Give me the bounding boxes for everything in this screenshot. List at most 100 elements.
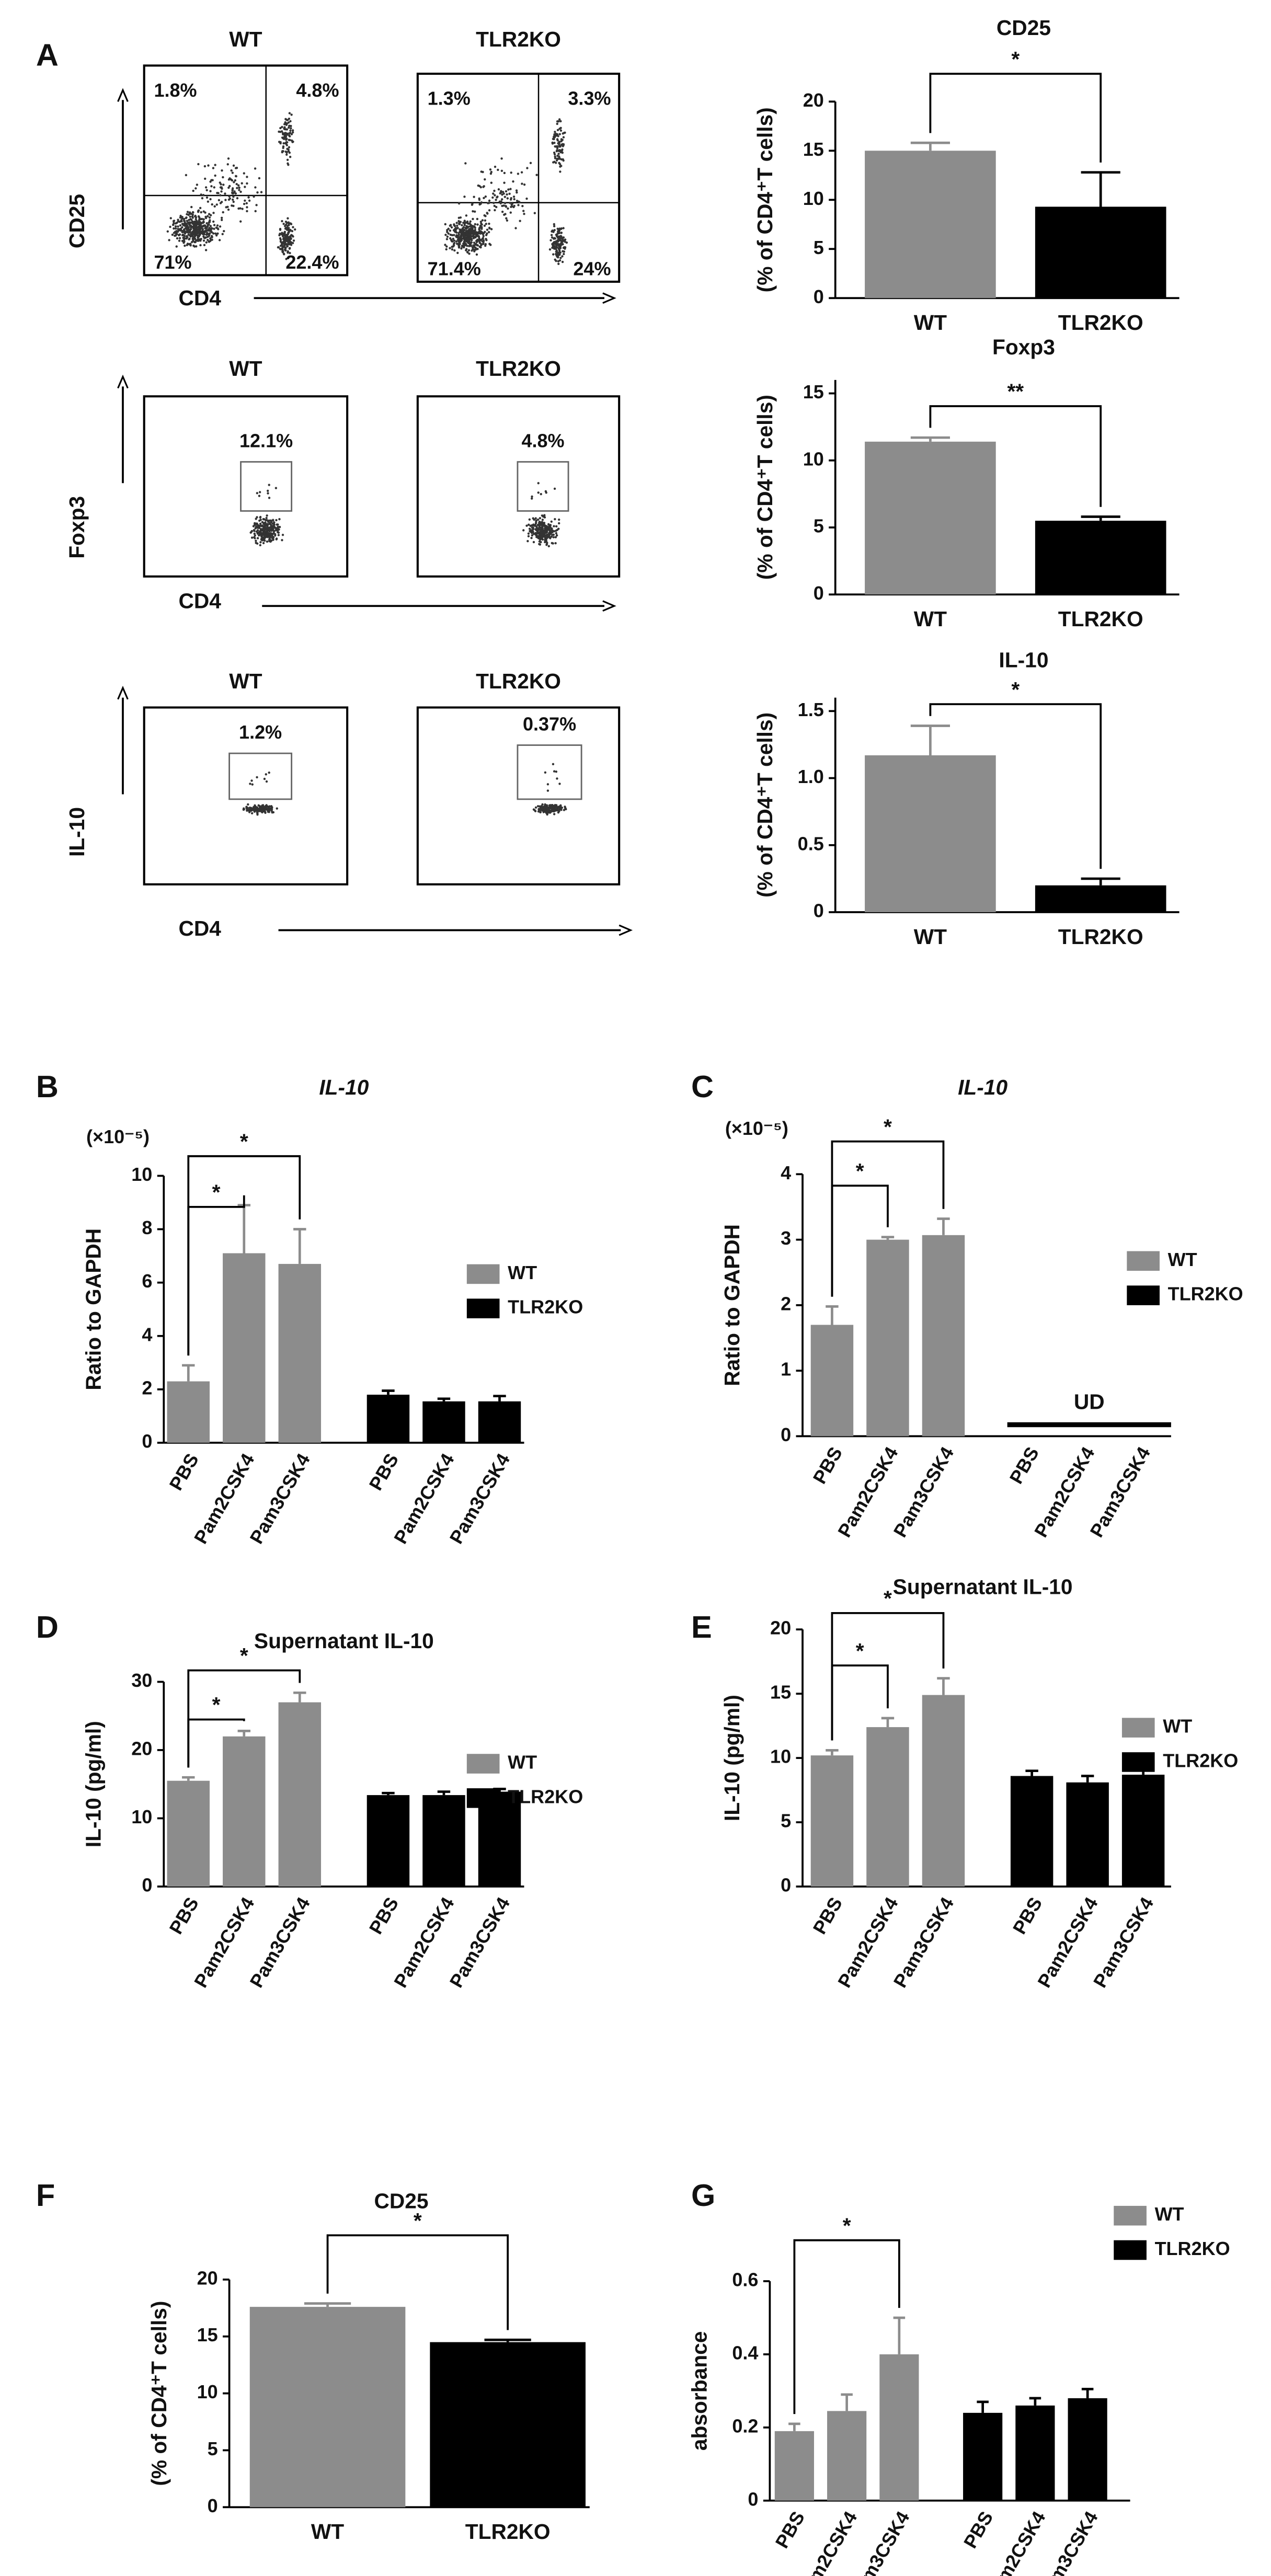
event-dot [557, 150, 559, 152]
event-dot [482, 170, 484, 174]
event-dot [254, 186, 257, 189]
event-dot [553, 813, 556, 815]
event-dot [462, 242, 465, 245]
event-dot [173, 227, 175, 230]
event-dot [552, 533, 555, 536]
flow-box [143, 395, 349, 578]
event-dot [222, 183, 225, 186]
event-dot [479, 186, 482, 189]
quadrant-percent: 1.8% [154, 79, 197, 101]
event-dot [204, 177, 207, 180]
legend-swatch [1127, 1285, 1160, 1305]
event-dot [248, 811, 251, 813]
event-dot [245, 202, 248, 205]
event-dot [179, 214, 182, 217]
event-dot [222, 211, 224, 214]
event-dot [268, 809, 271, 812]
event-dot [564, 807, 567, 809]
event-dot [182, 236, 185, 239]
event-dot [283, 242, 287, 245]
event-dot [191, 225, 194, 228]
y-tick-label: 0.5 [798, 833, 824, 854]
bar [430, 2342, 586, 2508]
event-dot [486, 212, 488, 214]
flow-title: TLR2KO [476, 356, 561, 381]
event-dot [258, 807, 261, 809]
legend-label: WT [508, 1262, 537, 1283]
significance-label: * [856, 1639, 864, 1663]
event-dot [189, 215, 191, 218]
event-dot [200, 193, 202, 196]
event-dot [463, 240, 466, 243]
flow-x-label: CD4 [178, 589, 221, 613]
event-dot [183, 223, 186, 226]
bar [278, 1263, 322, 1443]
event-dot [552, 135, 555, 139]
event-dot [546, 533, 548, 536]
event-dot [493, 189, 496, 192]
event-dot [554, 145, 556, 148]
y-tick-label: 3 [781, 1227, 791, 1249]
event-dot [539, 805, 541, 808]
event-dot [254, 534, 256, 537]
event-dot [272, 538, 274, 541]
event-dot [445, 238, 449, 240]
event-dot [505, 190, 508, 193]
event-dot [456, 251, 459, 254]
event-dot [468, 225, 471, 228]
event-dot [462, 233, 465, 235]
event-dot [556, 120, 559, 123]
event-dot [517, 204, 520, 206]
y-tick-label: 10 [131, 1806, 152, 1827]
event-dot [258, 177, 261, 180]
event-dot [559, 170, 562, 173]
event-dot [459, 216, 462, 219]
y-tick-label: 15 [803, 381, 824, 402]
event-dot [488, 222, 490, 225]
event-dot [457, 237, 461, 240]
gate-percent: 1.2% [239, 721, 282, 743]
event-dot [532, 526, 535, 530]
event-dot [290, 124, 292, 128]
event-dot [210, 185, 213, 188]
x-tick-label: TLR2KO [465, 2520, 551, 2544]
event-dot [219, 202, 222, 204]
event-dot [483, 214, 486, 217]
y-tick-label: 6 [142, 1270, 152, 1292]
event-dot [253, 806, 255, 809]
event-dot [288, 247, 291, 250]
event-dot [460, 232, 463, 235]
event-dot [548, 531, 551, 534]
panel-label: D [36, 1609, 59, 1644]
event-dot [468, 252, 471, 255]
event-dot [463, 235, 466, 238]
event-dot [237, 184, 240, 187]
event-dot [505, 217, 508, 220]
event-dot [541, 527, 543, 530]
event-dot [207, 228, 210, 231]
event-dot [526, 167, 529, 169]
event-dot [561, 151, 564, 154]
event-dot [557, 142, 560, 144]
event-dot [471, 235, 474, 238]
event-dot [250, 779, 253, 782]
event-dot [280, 130, 283, 133]
event-dot [283, 244, 286, 247]
event-dot [548, 529, 551, 532]
bar [1035, 885, 1166, 913]
event-dot [458, 223, 461, 225]
event-dot [537, 526, 541, 530]
event-dot [282, 133, 284, 136]
event-dot [227, 178, 231, 181]
bar [1010, 1776, 1054, 1887]
event-dot [288, 224, 290, 227]
event-dot [559, 808, 562, 811]
significance-label: * [884, 1114, 892, 1138]
event-dot [557, 806, 560, 808]
event-dot [202, 210, 205, 213]
event-dot [546, 536, 548, 539]
event-dot [292, 226, 294, 228]
event-dot [294, 228, 296, 231]
event-dot [183, 240, 186, 243]
event-dot [198, 226, 201, 228]
